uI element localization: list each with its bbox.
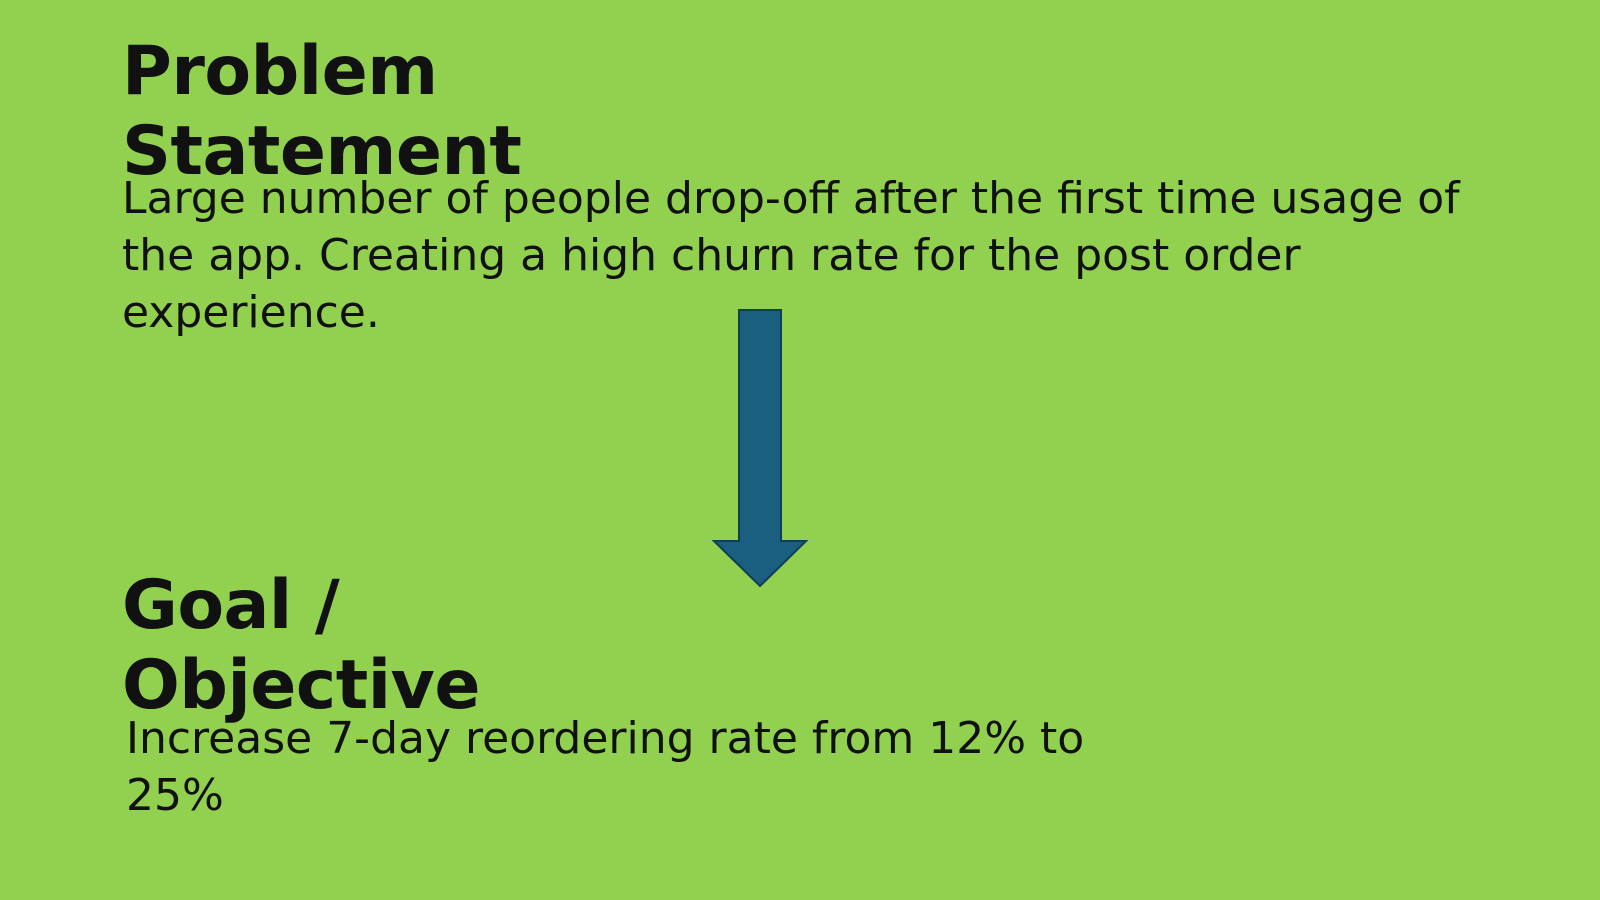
- goal-objective-title: Goal / Objective: [122, 566, 480, 725]
- goal-objective-text: Increase 7-day reordering rate from 12% …: [126, 713, 1085, 821]
- problem-statement-text: Large number of people drop-off after th…: [122, 173, 1460, 338]
- problem-statement-title: Problem Statement: [122, 32, 522, 191]
- down-arrow-icon: [712, 309, 808, 588]
